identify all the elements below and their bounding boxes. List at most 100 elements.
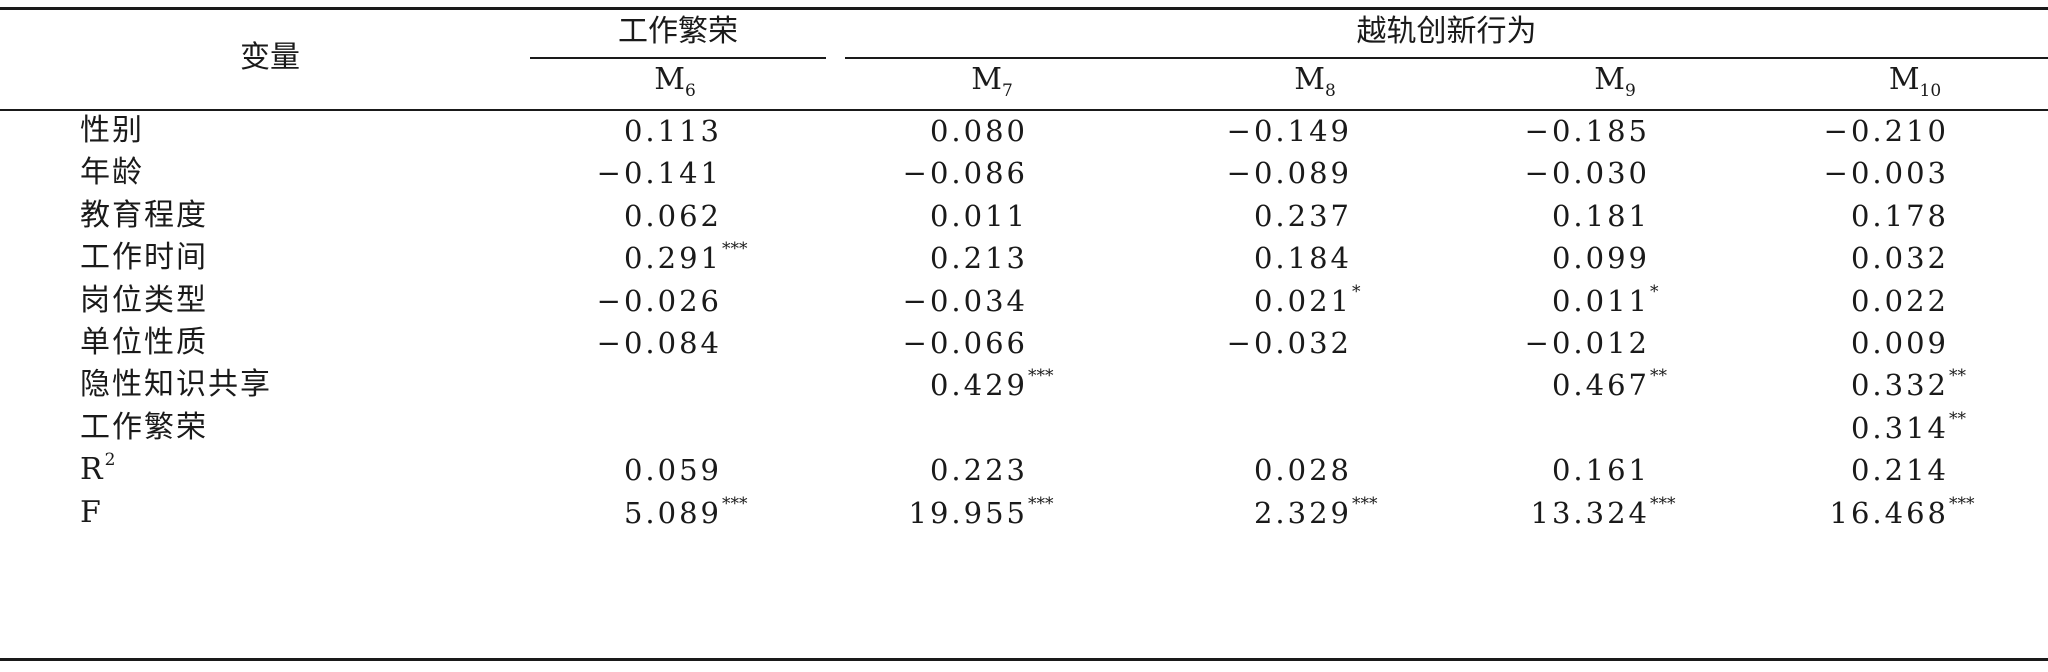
coefficient-cell: 0.237 (1150, 189, 1390, 243)
model-header: M9 (1594, 62, 1636, 101)
coefficient-cell: 5.089*** (623, 493, 748, 530)
coefficient-value: 0.161 (1551, 453, 1650, 488)
model-header: M10 (1888, 62, 1942, 101)
coefficient-cell: 0.181 (1448, 189, 1688, 243)
coefficient-value: 16.468 (1829, 495, 1949, 530)
table-row: 性别 0.113 0.080 −0.149 −0.185 −0.210 (0, 104, 2048, 158)
coefficient-cell: −0.032 (1150, 316, 1390, 370)
coefficient-cell: −0.034 (826, 274, 1066, 328)
model-header: M7 (971, 62, 1013, 101)
coefficient-cell: −0.210 (1747, 104, 1987, 158)
row-label: R2 (80, 443, 440, 497)
row-label-text: F (80, 494, 103, 530)
group-rule-prosperity (530, 57, 826, 59)
model-header: M8 (1294, 62, 1336, 101)
group-rule-deviant-innovation (845, 57, 2048, 59)
coefficient-value: −0.066 (902, 326, 1028, 360)
coefficient-value: 13.324 (1530, 495, 1650, 530)
coefficient-value: 0.178 (1850, 198, 1949, 233)
coefficient-cell: 0.223 (826, 443, 1066, 497)
row-label: 单位性质 (80, 316, 440, 370)
model-header: M6 (654, 62, 696, 101)
coefficient-cell: 19.955*** (908, 493, 1054, 530)
table-row: 单位性质 −0.084 −0.066 −0.032 −0.012 0.009 (0, 316, 2048, 370)
table-row: 年龄 −0.141 −0.086 −0.089 −0.030 −0.003 (0, 146, 2048, 200)
row-label: 工作时间 (80, 231, 440, 285)
coefficient-value: 0.332 (1850, 368, 1949, 403)
coefficient-cell: −0.149 (1150, 104, 1390, 158)
coefficient-value: 0.223 (929, 453, 1028, 488)
coefficient-value: 0.028 (1253, 453, 1352, 488)
row-label-text: 年龄 (80, 155, 144, 191)
coefficient-cell: 0.032 (1747, 231, 1987, 285)
coefficient-cell: −0.084 (520, 316, 760, 370)
table-bottom-rule (0, 658, 2048, 661)
coefficient-value: 19.955 (908, 495, 1028, 530)
coefficient-cell: 13.324*** (1530, 493, 1676, 530)
coefficient-value: −0.210 (1823, 114, 1949, 148)
coefficient-cell: 0.291*** (623, 239, 748, 276)
row-label-text: 隐性知识共享 (80, 367, 272, 403)
coefficient-value: 0.009 (1850, 326, 1949, 360)
coefficient-value: 0.059 (623, 453, 722, 488)
group-header-prosperity: 工作繁荣 (618, 14, 738, 49)
row-label: F (80, 486, 440, 540)
coefficient-value: 0.467 (1551, 368, 1650, 403)
coefficient-cell: 0.062 (520, 189, 760, 243)
coefficient-value: 0.214 (1850, 453, 1949, 488)
table-top-rule (0, 7, 2048, 10)
row-label-text: 教育程度 (80, 197, 208, 233)
coefficient-value: −0.034 (902, 283, 1028, 318)
table-row: 教育程度 0.062 0.011 0.237 0.181 0.178 (0, 189, 2048, 243)
coefficient-cell: 0.021* (1253, 281, 1361, 318)
coefficient-cell: −0.089 (1150, 146, 1390, 200)
coefficient-cell: −0.026 (520, 274, 760, 328)
coefficient-value: −0.149 (1226, 114, 1352, 148)
coefficient-value: 0.080 (929, 114, 1028, 148)
row-label-text: R (80, 452, 105, 488)
coefficient-value: 0.022 (1850, 283, 1949, 318)
coefficient-cell: 0.059 (520, 443, 760, 497)
coefficient-cell: −0.012 (1448, 316, 1688, 370)
coefficient-cell: −0.141 (520, 146, 760, 200)
coefficient-value: 5.089 (623, 495, 722, 530)
coefficient-value: 0.429 (929, 368, 1028, 403)
coefficient-value: 0.113 (623, 114, 722, 148)
table-row: 工作繁荣 0.314** (0, 401, 2048, 455)
table-row: 工作时间 0.291*** 0.213 0.184 0.099 0.032 (0, 231, 2048, 285)
coefficient-value: −0.003 (1823, 156, 1949, 191)
row-label-text: 单位性质 (80, 325, 208, 360)
variable-header: 变量 (240, 40, 300, 75)
table-row: 隐性知识共享 0.429*** 0.467** 0.332** (0, 358, 2048, 412)
coefficient-value: −0.030 (1524, 156, 1650, 191)
coefficient-value: −0.012 (1524, 326, 1650, 360)
coefficient-cell: −0.185 (1448, 104, 1688, 158)
coefficient-value: 0.062 (623, 198, 722, 233)
coefficient-value: −0.086 (902, 156, 1028, 191)
coefficient-value: 2.329 (1253, 495, 1352, 530)
coefficient-value: −0.141 (596, 156, 722, 191)
row-label-text: 性别 (80, 113, 144, 148)
coefficient-cell: 0.028 (1150, 443, 1390, 497)
table-row: R2 0.059 0.223 0.028 0.161 0.214 (0, 443, 2048, 497)
coefficient-cell: 0.314** (1850, 408, 1966, 445)
coefficient-cell: −0.003 (1747, 146, 1987, 200)
coefficient-value: 0.099 (1551, 241, 1650, 276)
coefficient-cell: 0.467** (1551, 366, 1667, 403)
header-bottom-rule (0, 109, 2048, 111)
coefficient-cell: 0.099 (1448, 231, 1688, 285)
table-row: 岗位类型 −0.026 −0.034 0.021* 0.011* 0.022 (0, 274, 2048, 328)
row-label: 年龄 (80, 146, 440, 200)
coefficient-cell: 0.161 (1448, 443, 1688, 497)
coefficient-value: 0.237 (1253, 198, 1352, 233)
coefficient-cell: −0.086 (826, 146, 1066, 200)
row-label: 隐性知识共享 (80, 358, 440, 412)
coefficient-cell: −0.030 (1448, 146, 1688, 200)
coefficient-cell: 0.332** (1850, 366, 1966, 403)
table-row: F 5.089*** 19.955*** 2.329*** 13.324*** 16.46… (0, 486, 2048, 540)
row-label: 性别 (80, 104, 440, 158)
row-label-text: 岗位类型 (80, 282, 208, 318)
row-label-superscript: 2 (104, 450, 118, 471)
coefficient-value: 0.291 (623, 241, 722, 276)
